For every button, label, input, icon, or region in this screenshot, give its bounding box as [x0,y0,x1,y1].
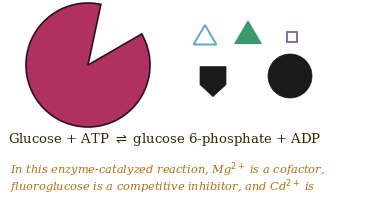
Text: In this enzyme-catalyzed reaction, Mg$^{2+}$ is a cofactor,: In this enzyme-catalyzed reaction, Mg$^{… [10,161,325,179]
Wedge shape [26,3,150,127]
Polygon shape [235,21,261,43]
Circle shape [268,54,312,98]
Bar [287,32,297,42]
Polygon shape [200,67,226,97]
Text: fluoroglucose is a competitive inhibitor, and Cd$^{2+}$ is: fluoroglucose is a competitive inhibitor… [10,178,315,196]
Text: Glucose + ATP $\rightleftharpoons$ glucose 6-phosphate + ADP: Glucose + ATP $\rightleftharpoons$ gluco… [8,132,322,148]
